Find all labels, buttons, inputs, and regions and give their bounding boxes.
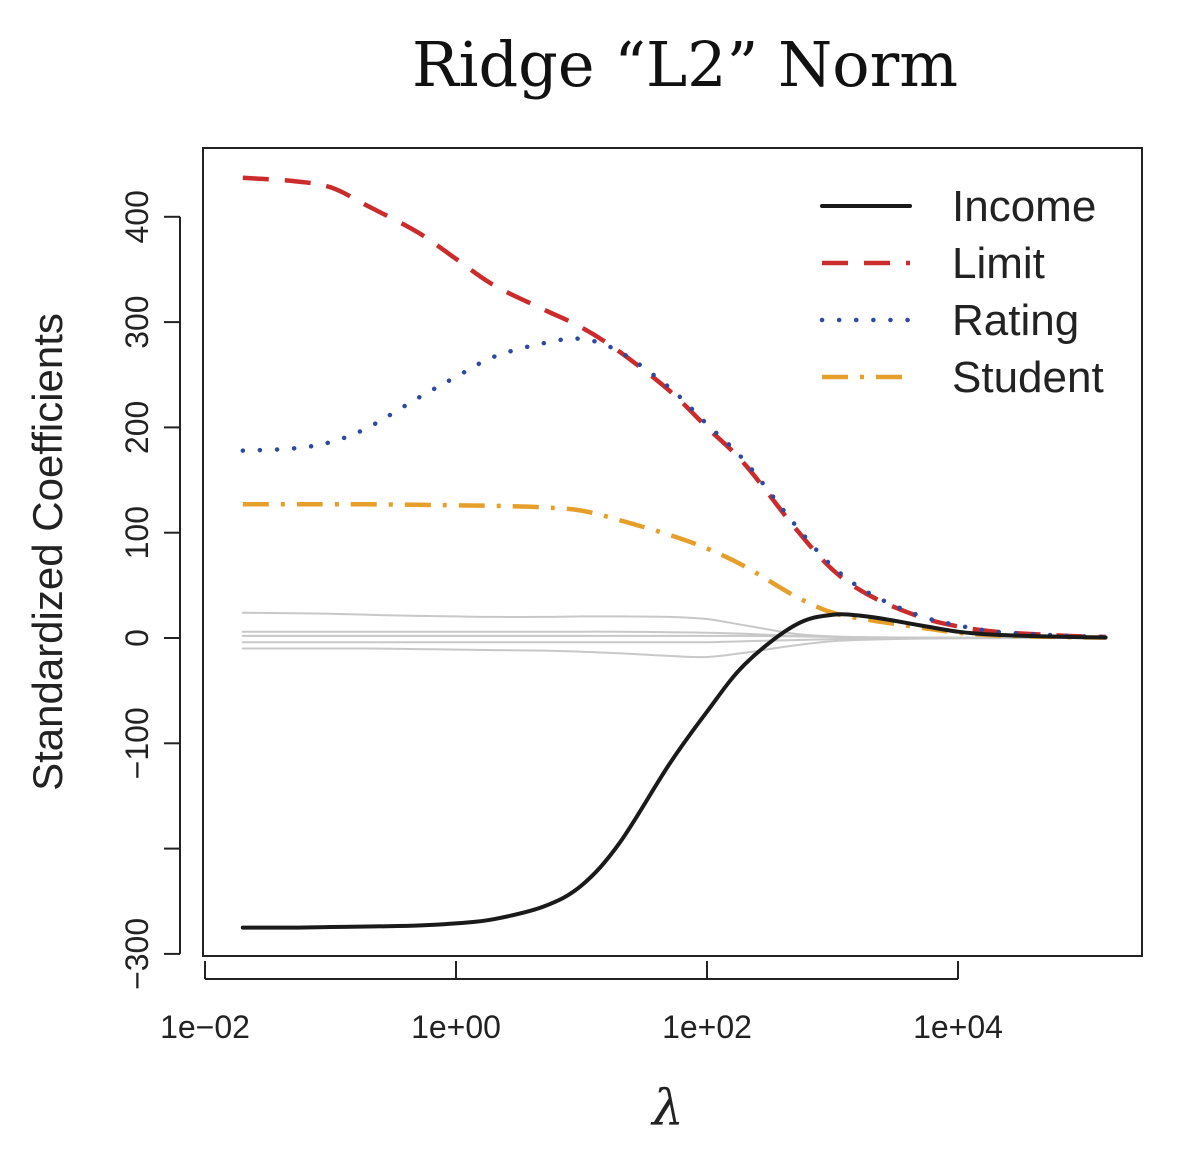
axes: −300 −100 0 100 200 300 400 1e−02 1e+00 1e+02 1e+0… bbox=[119, 190, 1003, 1045]
y-tick-label: 400 bbox=[119, 190, 155, 243]
x-tick-label: 1e+04 bbox=[913, 1009, 1003, 1045]
series-line-limit bbox=[242, 175, 1106, 640]
x-tick-label: 1e+00 bbox=[411, 1009, 501, 1045]
plot-frame bbox=[202, 147, 1143, 957]
legend-label-income: Income bbox=[952, 182, 1096, 231]
y-axis-label: Standardized Coefficients bbox=[24, 313, 71, 791]
legend-label-student: Student bbox=[952, 353, 1104, 402]
y-tick-label: 100 bbox=[119, 506, 155, 559]
y-tick-label: 300 bbox=[119, 295, 155, 348]
legend-label-rating: Rating bbox=[952, 296, 1079, 345]
legend-label-limit: Limit bbox=[952, 239, 1045, 288]
legend: Income Limit Rating Student bbox=[819, 182, 1104, 402]
series-line-other-8 bbox=[241, 636, 1107, 659]
y-tick-label: 0 bbox=[119, 629, 155, 647]
y-tick-label: 200 bbox=[119, 401, 155, 454]
y-tick-label: −300 bbox=[119, 918, 155, 990]
series-line-rating bbox=[240, 336, 1108, 640]
chart-title: Ridge “L2” Norm bbox=[411, 28, 958, 101]
series-lines bbox=[240, 175, 1108, 930]
x-tick-label: 1e+02 bbox=[662, 1009, 752, 1045]
x-tick-label: 1e−02 bbox=[160, 1009, 250, 1045]
x-axis-label: λ bbox=[650, 1079, 684, 1137]
y-tick-label: −100 bbox=[119, 707, 155, 779]
series-line-income bbox=[240, 612, 1108, 930]
